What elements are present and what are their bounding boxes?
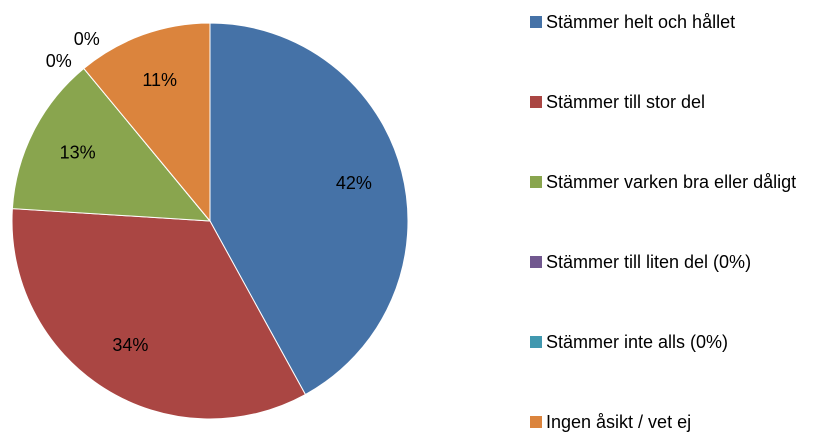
pie-slice bbox=[209, 22, 409, 396]
legend-item: Stämmer helt och hållet bbox=[530, 8, 830, 36]
legend-swatch bbox=[530, 16, 542, 28]
data-label: 0% bbox=[74, 29, 100, 49]
legend-label: Stämmer till stor del bbox=[546, 92, 706, 112]
legend-item: Stämmer till stor del bbox=[530, 88, 830, 116]
pie-slice bbox=[83, 22, 211, 223]
legend-item: Ingen åsikt / vet ej bbox=[530, 408, 830, 436]
legend-item: Stämmer inte alls (0%) bbox=[530, 328, 830, 356]
pie-slice bbox=[11, 67, 212, 222]
legend-swatch bbox=[530, 256, 542, 268]
legend-label: Stämmer inte alls (0%) bbox=[546, 332, 729, 352]
legend-label: Stämmer helt och hållet bbox=[546, 12, 736, 32]
data-label: 13% bbox=[60, 142, 96, 162]
legend-swatch bbox=[530, 336, 542, 348]
legend-label: Stämmer varken bra eller dåligt bbox=[546, 172, 797, 192]
legend-item: Stämmer varken bra eller dåligt bbox=[530, 168, 830, 196]
legend-label: Stämmer till liten del (0%) bbox=[546, 252, 752, 272]
legend-label: Ingen åsikt / vet ej bbox=[546, 412, 692, 432]
legend-swatch bbox=[530, 96, 542, 108]
data-label: 0% bbox=[46, 51, 72, 71]
data-label: 42% bbox=[336, 173, 372, 193]
data-label: 34% bbox=[112, 335, 148, 355]
legend-swatch bbox=[530, 176, 542, 188]
data-label: 11% bbox=[142, 70, 177, 90]
legend-swatch bbox=[530, 416, 542, 428]
pie-slice bbox=[11, 208, 307, 420]
legend-item: Stämmer till liten del (0%) bbox=[530, 248, 830, 276]
